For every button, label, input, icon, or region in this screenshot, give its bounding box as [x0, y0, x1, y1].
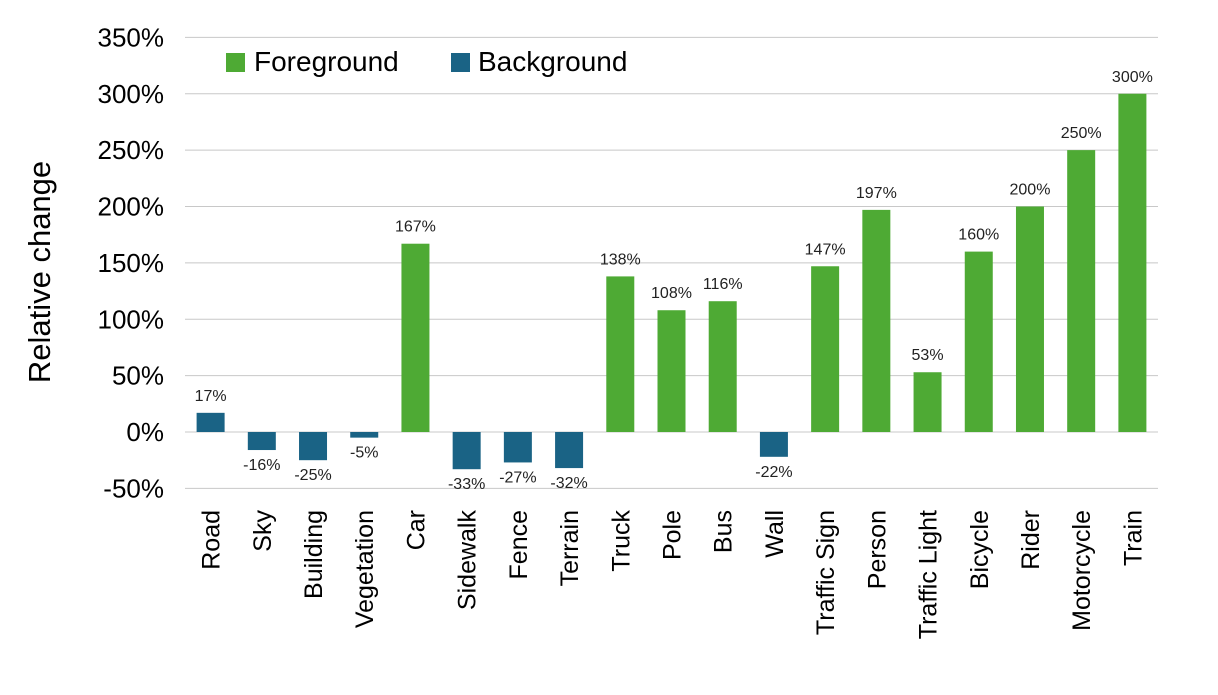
y-tick-label: -50%	[103, 473, 164, 503]
x-tick-label: Wall	[761, 510, 789, 558]
data-label: -32%	[550, 475, 587, 492]
bar-motorcycle	[1067, 150, 1096, 432]
bar-traffic-sign	[811, 266, 840, 432]
data-label: -33%	[448, 476, 485, 493]
y-tick-label: 150%	[98, 248, 165, 278]
data-label: 116%	[703, 276, 743, 293]
x-tick-label: Vegetation	[351, 510, 379, 628]
y-tick-label: 250%	[98, 135, 165, 165]
data-label: 17%	[195, 388, 227, 405]
bars	[196, 93, 1147, 470]
legend-label-background: Background	[478, 46, 627, 77]
data-label: 250%	[1061, 125, 1102, 142]
bar-pole	[657, 310, 686, 432]
bar-car	[401, 243, 430, 432]
bar-wall	[759, 432, 788, 457]
data-label: -27%	[499, 469, 536, 486]
x-tick-label: Traffic Sign	[812, 510, 840, 635]
x-tick-label: Pole	[659, 510, 687, 560]
x-tick-label: Motorcycle	[1068, 510, 1096, 631]
bar-road	[196, 412, 225, 432]
data-label: 300%	[1112, 69, 1153, 86]
legend-swatch-foreground	[226, 53, 245, 72]
data-label: -22%	[755, 464, 792, 481]
bar-train	[1118, 93, 1147, 432]
y-axis-ticks: -50% 0% 50% 100% 150% 200% 250% 300% 350%	[98, 22, 165, 503]
x-tick-label: Train	[1119, 510, 1147, 566]
legend-label-foreground: Foreground	[254, 46, 399, 77]
x-tick-label: Fence	[505, 510, 533, 579]
data-label: 197%	[856, 185, 897, 202]
data-label: 167%	[395, 219, 436, 236]
bar-traffic-light	[913, 372, 942, 432]
bar-bicycle	[964, 251, 993, 432]
x-tick-label: Sky	[249, 510, 277, 552]
data-label: 53%	[912, 347, 944, 364]
x-tick-label: Truck	[607, 510, 635, 572]
y-tick-label: 300%	[98, 79, 165, 109]
y-axis-title: Relative change	[22, 161, 57, 383]
x-tick-label: Terrain	[556, 510, 584, 586]
y-tick-label: 50%	[112, 361, 164, 391]
y-tick-label: 200%	[98, 192, 165, 222]
bar-sky	[247, 432, 276, 451]
y-tick-label: 350%	[98, 22, 165, 52]
data-label: -16%	[243, 457, 280, 474]
data-label: -5%	[350, 445, 378, 462]
bar-person	[862, 209, 891, 432]
bar-building	[299, 432, 328, 461]
data-label: 200%	[1010, 182, 1051, 199]
x-tick-label: Bus	[710, 510, 738, 553]
x-tick-label: Sidewalk	[454, 510, 482, 611]
data-label: 147%	[805, 241, 846, 258]
bar-truck	[606, 276, 635, 432]
bar-vegetation	[350, 432, 379, 438]
bar-sidewalk	[452, 432, 481, 470]
data-label: 138%	[600, 251, 641, 268]
bar-bus	[708, 301, 737, 432]
data-label: 108%	[651, 285, 692, 302]
bar-terrain	[555, 432, 584, 469]
x-tick-label: Car	[402, 510, 430, 550]
bar-rider	[1015, 206, 1044, 432]
x-tick-label: Traffic Light	[915, 510, 943, 639]
x-axis-ticks: Road Sky Building Vegetation Car Sidewalk Fenc…	[198, 510, 1148, 640]
x-tick-label: Person	[863, 510, 891, 589]
y-tick-label: 0%	[126, 417, 164, 447]
x-tick-label: Bicycle	[966, 510, 994, 589]
legend-swatch-background	[451, 53, 470, 72]
data-labels: 17% -16% -25% -5% 167% -33% -27% -32% 138% 108% 11…	[195, 69, 1153, 493]
data-label: 160%	[958, 227, 999, 244]
data-label: -25%	[294, 467, 331, 484]
gridlines	[185, 36, 1158, 489]
x-tick-label: Rider	[1017, 510, 1045, 570]
legend: Foreground Background	[226, 46, 627, 77]
x-tick-label: Building	[300, 510, 328, 599]
x-tick-label: Road	[198, 510, 226, 570]
bar-fence	[503, 432, 532, 463]
y-tick-label: 100%	[98, 304, 165, 334]
